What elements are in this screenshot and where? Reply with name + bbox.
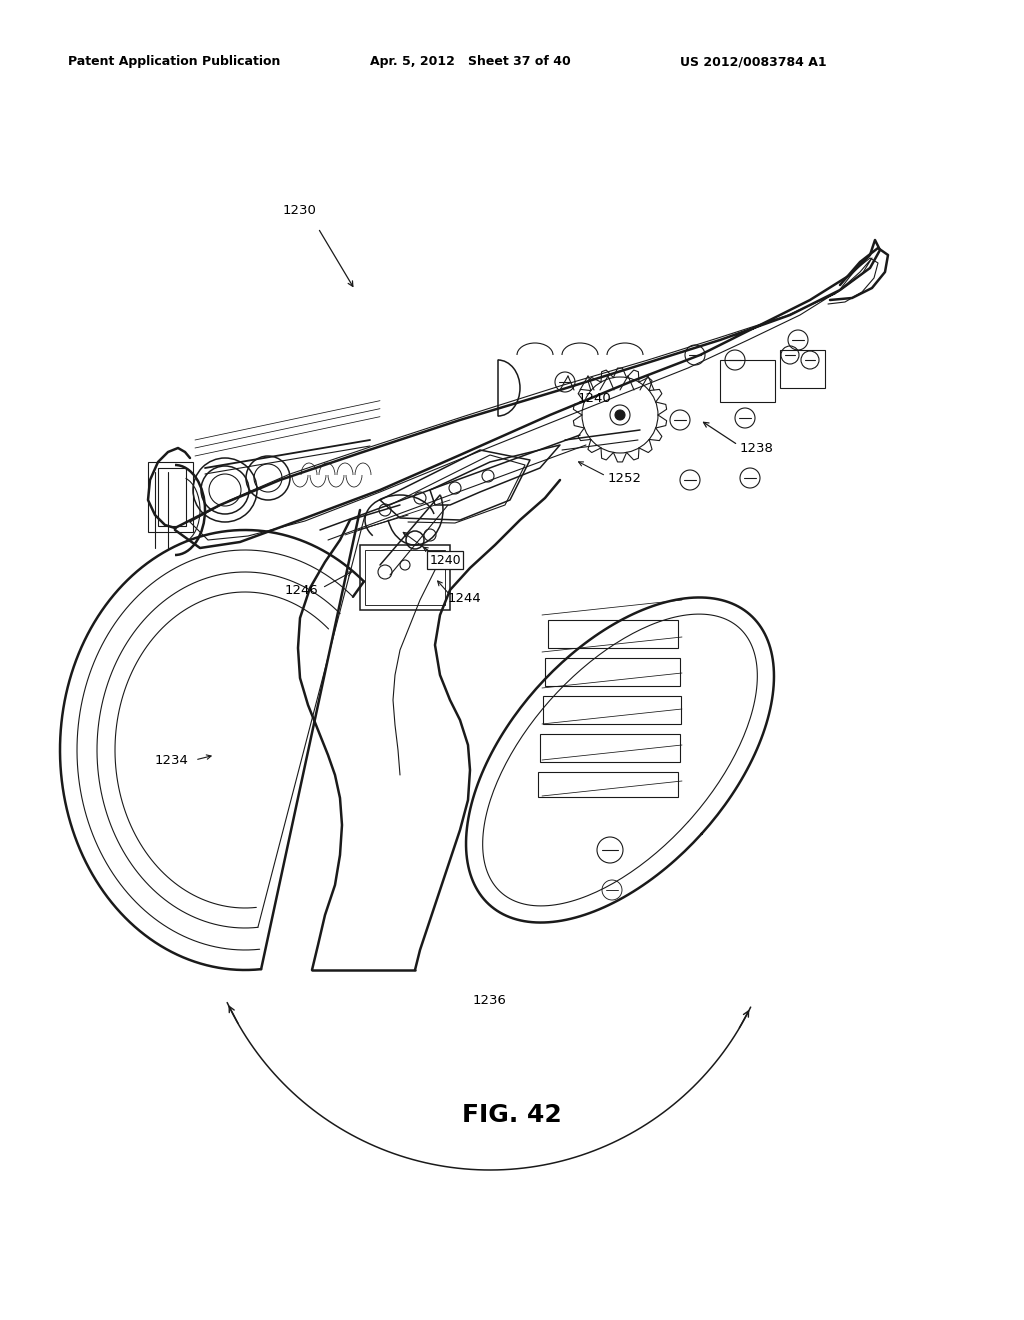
Bar [360,545,450,610]
Circle shape [615,411,625,420]
Text: 1246: 1246 [285,583,318,597]
Text: 1238: 1238 [740,441,774,454]
Text: US 2012/0083784 A1: US 2012/0083784 A1 [680,55,826,69]
Bar [158,469,186,525]
Text: FIG. 42: FIG. 42 [462,1104,562,1127]
Bar [543,696,681,723]
Text: 1234: 1234 [155,754,188,767]
Bar [148,462,193,532]
Bar [538,772,678,797]
Bar [365,550,445,605]
Bar [548,620,678,648]
Text: 1244: 1244 [449,591,481,605]
Text: 1252: 1252 [608,471,642,484]
Text: Apr. 5, 2012   Sheet 37 of 40: Apr. 5, 2012 Sheet 37 of 40 [370,55,570,69]
Text: 1230: 1230 [283,203,317,216]
Text: 1236: 1236 [473,994,507,1006]
Text: Patent Application Publication: Patent Application Publication [68,55,281,69]
Bar [540,734,680,762]
Text: 1240: 1240 [578,392,611,404]
Bar [780,350,825,388]
Bar [720,360,775,403]
Text: 1240: 1240 [429,553,461,566]
Bar [545,657,680,686]
